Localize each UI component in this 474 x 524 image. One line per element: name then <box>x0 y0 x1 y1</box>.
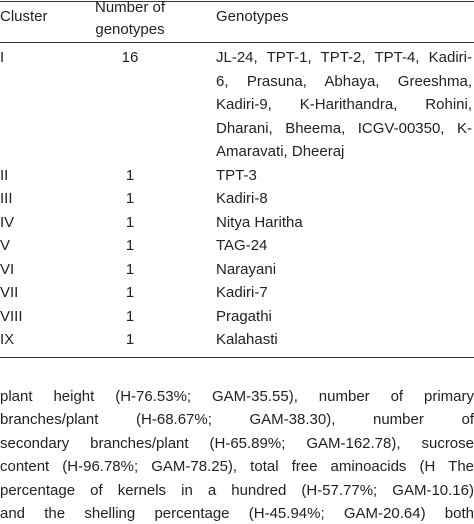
header-cell: Number of genotypes <box>94 0 166 38</box>
paragraph-line: plant height (H-76.53%; GAM-35.55), numb… <box>0 388 474 405</box>
header-cell: Genotypes <box>216 8 289 25</box>
genotype-line: Kalahasti <box>216 331 278 348</box>
header-cell: Cluster <box>0 8 48 25</box>
paragraph-line: content (H-96.78%; GAM-78.25), total fre… <box>0 458 474 476</box>
count-cell: 1 <box>125 331 135 348</box>
genotype-line: Amaravati, Dheeraj <box>216 143 345 160</box>
paragraph-line: and the shelling percentage (H-45.94%; G… <box>0 505 474 522</box>
paragraph-line: percentage of kernels in a hundred (H-57… <box>0 481 474 499</box>
count-cell: 1 <box>125 284 135 301</box>
genotype-line: 6, Prasuna, Abhaya, Greeshma, <box>216 72 472 90</box>
cluster-cell: II <box>0 166 9 184</box>
count-cell: 1 <box>125 166 135 184</box>
genotype-line: TAG-24 <box>216 237 268 254</box>
genotype-line: Pragathi <box>216 307 272 325</box>
count-cell: 1 <box>125 260 135 278</box>
paragraph-line: branches/plant (H-68.67%; GAM-38.30), nu… <box>0 411 474 429</box>
count-cell: 1 <box>125 213 135 231</box>
cluster-cell: V <box>0 237 11 254</box>
cluster-cell: I <box>0 49 5 66</box>
cluster-cell: IV <box>0 213 15 231</box>
genotype-line: Narayani <box>216 260 277 278</box>
cluster-cell: III <box>0 190 13 207</box>
genotype-line: JL-24, TPT-1, TPT-2, TPT-4, Kadiri- <box>216 49 472 66</box>
genotype-line: Nitya Haritha <box>216 213 303 231</box>
count-cell: 16 <box>121 49 139 66</box>
count-cell: 1 <box>125 190 135 207</box>
table-rule <box>0 357 474 358</box>
table-rule <box>0 42 474 43</box>
cluster-cell: VIII <box>0 307 23 325</box>
count-cell: 1 <box>125 237 135 254</box>
cluster-cell: IX <box>0 331 15 348</box>
genotype-line: Kadiri-8 <box>216 190 268 207</box>
genotype-line: TPT-3 <box>216 166 257 184</box>
genotype-line: Dharani, Bheema, ICGV-00350, K- <box>216 119 472 137</box>
genotype-line: Kadiri-9, K-Harithandra, Rohini, <box>216 96 472 113</box>
genotype-line: Kadiri-7 <box>216 284 268 301</box>
paragraph-line: secondary branches/plant (H-65.89%; GAM-… <box>0 434 474 452</box>
cluster-cell: VII <box>0 284 19 301</box>
cluster-cell: VI <box>0 260 15 278</box>
table-rule <box>0 1 474 2</box>
count-cell: 1 <box>125 307 135 325</box>
